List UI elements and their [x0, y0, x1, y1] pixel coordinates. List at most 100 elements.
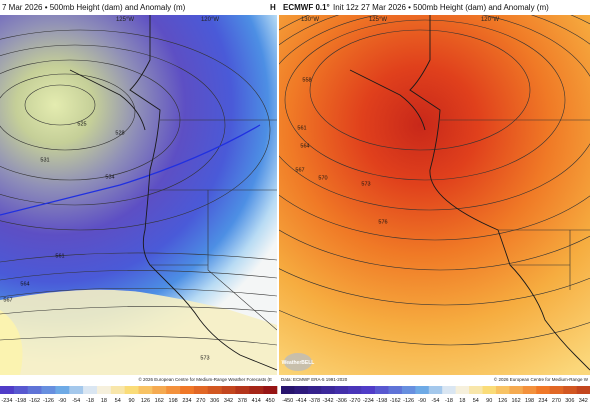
colorbar-cell — [375, 386, 389, 394]
colorbar-label: -162 — [29, 398, 40, 404]
colorbar-cell — [138, 386, 153, 394]
colorbar-cell — [0, 386, 15, 394]
left-title: 7 Mar 2026 • 500mb Height (dam) and Anom… — [2, 3, 186, 12]
colorbar-label: 342 — [579, 398, 588, 404]
colorbar-cell — [13, 386, 28, 394]
colorbar-label: -378 — [309, 398, 320, 404]
contour-label: 567 — [295, 167, 304, 173]
colorbar-label: -90 — [418, 398, 426, 404]
colorbar-cell — [549, 386, 564, 394]
colorbar-cell — [152, 386, 167, 394]
left-corner-label: H — [270, 3, 276, 12]
colorbar-cell — [166, 386, 181, 394]
positive-anomaly — [0, 289, 277, 375]
colorbar-label: 90 — [486, 398, 492, 404]
colorbar-cell — [83, 386, 98, 394]
contour-label: 564 — [20, 281, 29, 287]
colorbar-cell — [55, 386, 70, 394]
logo-mark — [284, 353, 312, 371]
colorbar-cell — [307, 386, 322, 394]
colorbar-label: 414 — [252, 398, 261, 404]
colorbar-label: -54 — [72, 398, 80, 404]
contour-label: 534 — [105, 174, 114, 180]
left-map — [0, 15, 277, 375]
colorbar-label: 378 — [238, 398, 247, 404]
contour-label: 525 — [77, 121, 86, 127]
colorbar-cell — [294, 386, 309, 394]
contour-label: 558 — [302, 77, 311, 83]
right-title-bold: ECMWF 0.1° — [283, 3, 330, 12]
colorbar-label: 306 — [210, 398, 219, 404]
left-footer: © 2026 European Centre for Medium-Range … — [138, 376, 272, 382]
colorbar-label: -126 — [43, 398, 54, 404]
contour-label: 573 — [200, 355, 209, 361]
colorbar-label: 234 — [182, 398, 191, 404]
contour-label: 573 — [361, 181, 370, 187]
colorbar-label: 126 — [498, 398, 507, 404]
anomaly-field — [279, 15, 590, 375]
contour-label: 561 — [297, 125, 306, 131]
colorbar-cell — [361, 386, 376, 394]
colorbar-label: 54 — [115, 398, 121, 404]
colorbar-cell — [124, 386, 139, 394]
contour-label: 561 — [55, 253, 64, 259]
colorbar-cell — [576, 386, 590, 394]
colorbar-label: 162 — [155, 398, 164, 404]
contours — [279, 15, 590, 346]
contour-label: 570 — [318, 175, 327, 181]
colorbar-cell — [428, 386, 443, 394]
colorbar-label: 306 — [565, 398, 574, 404]
colorbar-cell — [509, 386, 524, 394]
colorbar-cell — [193, 386, 209, 394]
colorbar-label: 18 — [101, 398, 107, 404]
colorbar-label: -234 — [1, 398, 12, 404]
colorbar-label: 90 — [129, 398, 135, 404]
colorbar-label: -18 — [445, 398, 453, 404]
colorbar-label: 234 — [538, 398, 547, 404]
colorbar-cell — [249, 386, 264, 394]
colorbar-cell — [235, 386, 250, 394]
colorbar-cell — [348, 386, 362, 394]
colorbar-label: -18 — [86, 398, 94, 404]
colorbar-cell — [27, 386, 42, 394]
colorbar-cell — [334, 386, 349, 394]
colorbar-cell — [263, 386, 278, 394]
colorbar-cell — [180, 386, 195, 394]
positive-anomaly — [0, 310, 23, 375]
colorbar-cell — [388, 386, 403, 394]
colorbar-label: -234 — [363, 398, 374, 404]
colorbar-cell — [455, 386, 470, 394]
colorbar-cell — [401, 386, 416, 394]
longitude-label: 120°W — [201, 17, 219, 23]
colorbar-label: -414 — [296, 398, 307, 404]
colorbar-label: -306 — [336, 398, 347, 404]
colorbar-cell — [442, 386, 456, 394]
longitude-label: 125°W — [116, 17, 134, 23]
colorbar-cell — [69, 386, 84, 394]
colorbar-cell — [207, 386, 222, 394]
colorbar-label: 54 — [473, 398, 479, 404]
colorbar-label: -198 — [376, 398, 387, 404]
longitude-label: 130°W — [301, 17, 319, 23]
colorbar-label: 126 — [141, 398, 150, 404]
colorbar-label: 198 — [169, 398, 178, 404]
colorbar-label: 198 — [525, 398, 534, 404]
colorbar-cell — [415, 386, 430, 394]
colorbar-cell — [221, 386, 236, 394]
colorbar-cell — [41, 386, 56, 394]
colorbar-label: 342 — [224, 398, 233, 404]
colorbar-label: -342 — [323, 398, 334, 404]
colorbar-label: 450 — [265, 398, 274, 404]
colorbar-cell — [321, 386, 336, 394]
colorbar-label: -90 — [58, 398, 66, 404]
colorbar-label: 162 — [512, 398, 521, 404]
colorbar-cell — [96, 386, 112, 394]
contour-label: 576 — [378, 219, 387, 225]
contour-label: 567 — [3, 297, 12, 303]
colorbar-label: -162 — [390, 398, 401, 404]
colorbar-label: -126 — [403, 398, 414, 404]
colorbar-cell — [110, 386, 125, 394]
colorbar-cell — [563, 386, 577, 394]
colorbar-cell — [522, 386, 537, 394]
